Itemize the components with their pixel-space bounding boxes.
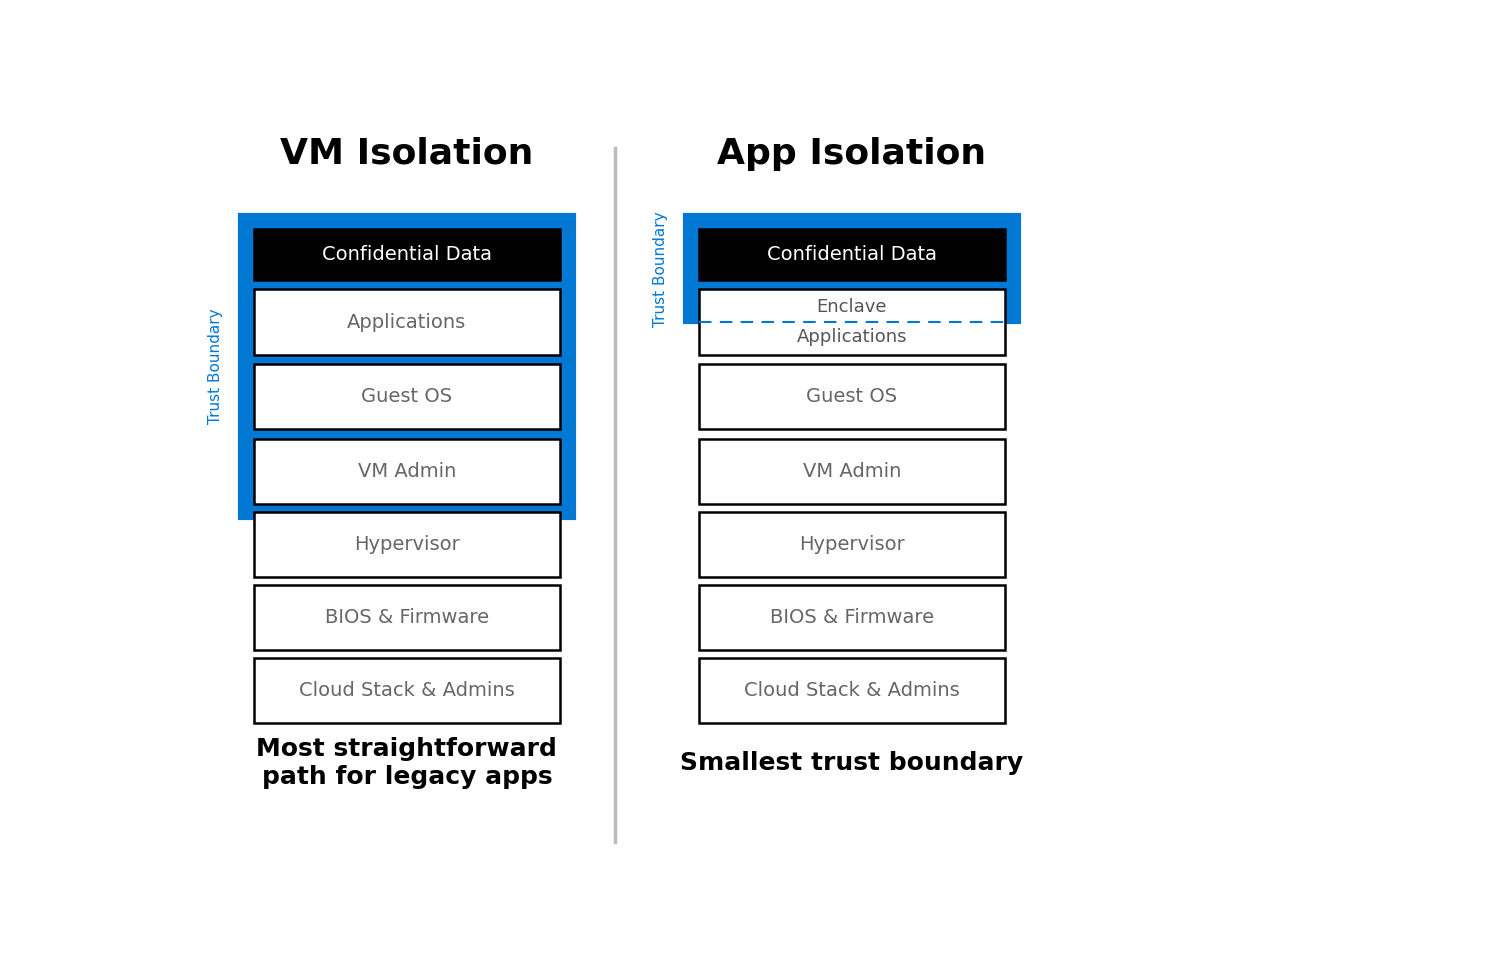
Bar [254,289,559,355]
Text: App Isolation: App Isolation [717,137,987,171]
Bar [699,289,1004,355]
Text: Hypervisor: Hypervisor [799,535,905,554]
Text: Guest OS: Guest OS [362,387,452,406]
Bar [254,364,559,429]
Text: Applications: Applications [347,313,466,331]
Bar [699,512,1004,577]
Bar [254,439,559,504]
Bar [699,364,1004,429]
Bar [254,229,559,280]
Text: Trust Boundary: Trust Boundary [653,211,668,326]
Text: VM Admin: VM Admin [357,462,455,481]
Text: Hypervisor: Hypervisor [354,535,460,554]
Text: Applications: Applications [796,328,908,346]
Bar [699,229,1004,280]
Text: Confidential Data: Confidential Data [766,245,937,265]
Bar [686,216,1019,322]
Bar [240,216,573,517]
Bar [699,658,1004,723]
Bar [254,658,559,723]
Text: Guest OS: Guest OS [806,387,897,406]
Bar [254,585,559,650]
Text: VM Admin: VM Admin [804,462,902,481]
Text: BIOS & Firmware: BIOS & Firmware [769,608,934,627]
Bar [699,439,1004,504]
Text: Most straightforward
path for legacy apps: Most straightforward path for legacy app… [256,737,558,789]
Bar [699,585,1004,650]
Text: VM Isolation: VM Isolation [280,137,534,171]
Text: Confidential Data: Confidential Data [321,245,493,265]
Text: Enclave: Enclave [817,298,887,317]
Text: BIOS & Firmware: BIOS & Firmware [324,608,490,627]
Text: Cloud Stack & Admins: Cloud Stack & Admins [744,681,960,700]
Bar [254,512,559,577]
Text: Trust Boundary: Trust Boundary [208,309,223,424]
Text: Cloud Stack & Admins: Cloud Stack & Admins [299,681,515,700]
Text: Smallest trust boundary: Smallest trust boundary [680,751,1024,775]
